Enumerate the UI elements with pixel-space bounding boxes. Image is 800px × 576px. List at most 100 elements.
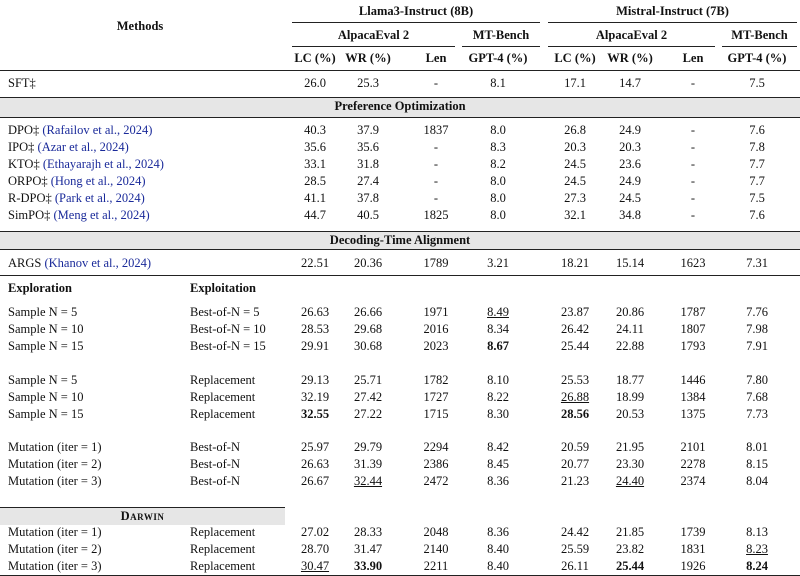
value-cell: 25.44 bbox=[560, 339, 590, 353]
value-cell: 8.0 bbox=[490, 191, 506, 205]
value-cell: - bbox=[690, 123, 696, 137]
value-cell: 26.42 bbox=[560, 322, 590, 336]
rule bbox=[462, 46, 540, 47]
value-cell: 1787 bbox=[680, 305, 706, 319]
value-cell: 8.67 bbox=[487, 339, 509, 353]
value-cell: 35.6 bbox=[304, 140, 326, 154]
value-cell: 2278 bbox=[680, 457, 706, 471]
value-cell: 1831 bbox=[680, 542, 706, 556]
citation: (Park et al., 2024) bbox=[54, 191, 145, 205]
value-cell: 28.33 bbox=[353, 525, 383, 539]
value-cell: 2472 bbox=[423, 474, 449, 488]
value-cell: 25.44 bbox=[615, 559, 645, 573]
exploitation-cell: Replacement bbox=[190, 525, 256, 539]
value-cell: 8.04 bbox=[746, 474, 768, 488]
value-cell: 7.5 bbox=[749, 76, 765, 90]
value-cell: 27.3 bbox=[564, 191, 586, 205]
value-cell: 20.77 bbox=[560, 457, 590, 471]
value-cell: 7.5 bbox=[749, 191, 765, 205]
value-cell: 34.8 bbox=[619, 208, 641, 222]
value-cell: 18.21 bbox=[560, 256, 590, 270]
value-cell: 26.8 bbox=[564, 123, 586, 137]
value-cell: 33.1 bbox=[304, 157, 326, 171]
value-cell: 21.85 bbox=[615, 525, 645, 539]
value-cell: 23.30 bbox=[615, 457, 645, 471]
value-cell: 7.91 bbox=[746, 339, 768, 353]
method-cell: Sample N = 10 bbox=[8, 389, 83, 405]
method-cell: Sample N = 15 bbox=[8, 338, 83, 354]
value-cell: 18.77 bbox=[615, 373, 645, 387]
value-cell: 8.42 bbox=[487, 440, 509, 454]
value-cell: 8.30 bbox=[487, 407, 509, 421]
value-cell: 24.11 bbox=[616, 322, 644, 336]
exploitation-cell: Replacement bbox=[190, 407, 256, 421]
value-cell: 3.21 bbox=[487, 256, 509, 270]
value-cell: 20.3 bbox=[564, 140, 586, 154]
value-cell: 8.0 bbox=[490, 174, 506, 188]
value-cell: 2023 bbox=[423, 339, 449, 353]
value-cell: 20.59 bbox=[560, 440, 590, 454]
value-cell: 7.8 bbox=[749, 140, 765, 154]
group-title: Mistral-Instruct (7B) bbox=[616, 4, 729, 18]
value-cell: 28.70 bbox=[300, 542, 330, 556]
value-cell: 24.5 bbox=[619, 191, 641, 205]
method-name: Mutation (iter = 3) bbox=[8, 474, 102, 488]
value-cell: 2211 bbox=[423, 559, 449, 573]
value-cell: 8.2 bbox=[490, 157, 506, 171]
column-header: Exploitation bbox=[190, 281, 256, 295]
value-cell: 1789 bbox=[423, 256, 449, 270]
method-cell: ORPO‡ (Hong et al., 2024) bbox=[8, 173, 146, 189]
value-cell: 24.5 bbox=[564, 157, 586, 171]
value-cell: 25.3 bbox=[357, 76, 379, 90]
value-cell: 8.1 bbox=[490, 76, 506, 90]
value-cell: 1825 bbox=[423, 208, 449, 222]
value-cell: 1715 bbox=[423, 407, 449, 421]
exploitation-cell: Replacement bbox=[190, 373, 256, 387]
value-cell: 8.23 bbox=[746, 542, 768, 556]
method-name: ARGS bbox=[8, 256, 42, 270]
column-header: WR (%) bbox=[345, 51, 391, 65]
value-cell: 32.55 bbox=[300, 407, 330, 421]
value-cell: 23.82 bbox=[615, 542, 645, 556]
value-cell: 29.68 bbox=[353, 322, 383, 336]
group-title: Llama3-Instruct (8B) bbox=[358, 4, 474, 18]
value-cell: 1782 bbox=[423, 373, 449, 387]
value-cell: 2374 bbox=[680, 474, 706, 488]
value-cell: 7.76 bbox=[746, 305, 768, 319]
citation: (Meng et al., 2024) bbox=[53, 208, 150, 222]
value-cell: 20.53 bbox=[615, 407, 645, 421]
value-cell: 8.15 bbox=[746, 457, 768, 471]
value-cell: 8.10 bbox=[487, 373, 509, 387]
value-cell: - bbox=[690, 174, 696, 188]
value-cell: 21.95 bbox=[615, 440, 645, 454]
value-cell: 8.0 bbox=[490, 208, 506, 222]
exploitation-cell: Best-of-N bbox=[190, 457, 240, 471]
value-cell: 25.53 bbox=[560, 373, 590, 387]
value-cell: 2140 bbox=[423, 542, 449, 556]
citation: (Khanov et al., 2024) bbox=[44, 256, 152, 270]
method-name: Mutation (iter = 2) bbox=[8, 542, 102, 556]
value-cell: 32.1 bbox=[564, 208, 586, 222]
exploitation-cell: Best-of-N bbox=[190, 440, 240, 454]
value-cell: 1739 bbox=[680, 525, 706, 539]
value-cell: 30.68 bbox=[353, 339, 383, 353]
value-cell: 24.40 bbox=[615, 474, 645, 488]
value-cell: 28.53 bbox=[300, 322, 330, 336]
subgroup-title: MT-Bench bbox=[731, 28, 788, 42]
method-name: SFT‡ bbox=[8, 76, 36, 90]
value-cell: 1727 bbox=[423, 390, 449, 404]
value-cell: - bbox=[690, 208, 696, 222]
value-cell: 7.31 bbox=[746, 256, 768, 270]
value-cell: 41.1 bbox=[304, 191, 326, 205]
value-cell: 27.22 bbox=[353, 407, 383, 421]
method-name: Mutation (iter = 1) bbox=[8, 440, 102, 454]
subgroup-title: MT-Bench bbox=[472, 28, 530, 42]
value-cell: - bbox=[690, 191, 696, 205]
method-cell: Sample N = 15 bbox=[8, 406, 83, 422]
rule bbox=[0, 97, 800, 98]
value-cell: 25.97 bbox=[300, 440, 330, 454]
value-cell: 26.0 bbox=[304, 76, 326, 90]
value-cell: 1623 bbox=[680, 256, 706, 270]
column-header: Len bbox=[425, 51, 447, 65]
method-name: Mutation (iter = 3) bbox=[8, 559, 102, 573]
